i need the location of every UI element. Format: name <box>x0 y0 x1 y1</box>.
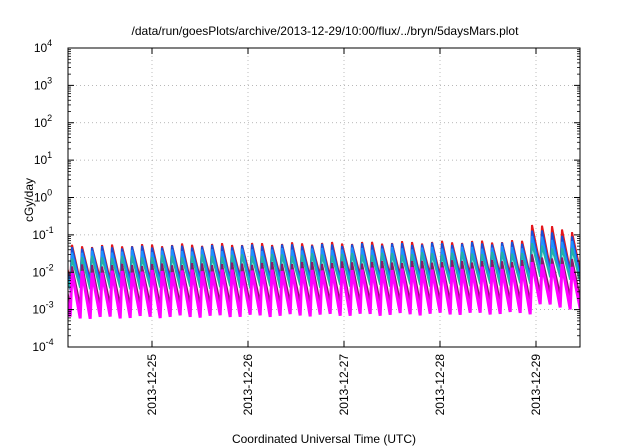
y-tick-label: 10-1 <box>32 225 53 242</box>
y-tick-label: 103 <box>34 75 52 92</box>
x-tick-label: 2013-12-25 <box>145 354 159 416</box>
x-tick-label: 2013-12-29 <box>529 354 543 416</box>
x-tick-label: 2013-12-26 <box>241 354 255 416</box>
plot-frame <box>67 47 581 348</box>
x-axis-label: Coordinated Universal Time (UTC) <box>232 432 416 446</box>
x-tick-labels: 2013-12-25 2013-12-26 2013-12-27 2013-12-28… <box>145 354 543 416</box>
y-tick-label: 10-2 <box>32 262 53 279</box>
series-layer <box>68 224 580 320</box>
y-tick-label: 104 <box>34 38 52 55</box>
series-line-5 <box>68 261 580 320</box>
y-tick-label: 102 <box>34 113 52 130</box>
grid <box>68 48 580 347</box>
axes <box>67 47 581 348</box>
y-tick-label: 10-3 <box>32 300 53 317</box>
y-tick-label: 10-4 <box>32 337 53 354</box>
y-tick-labels: 10-4 10-3 10-2 10-1 100 101 102 103 104 <box>32 38 53 354</box>
x-tick-label: 2013-12-27 <box>337 354 351 416</box>
y-tick-label: 101 <box>34 150 52 167</box>
x-tick-label: 2013-12-28 <box>433 354 447 416</box>
y-tick-label: 100 <box>34 188 52 205</box>
chart-title: /data/run/goesPlots/archive/2013-12-29/1… <box>132 24 520 38</box>
y-axis-label: cGy/day <box>22 178 36 222</box>
